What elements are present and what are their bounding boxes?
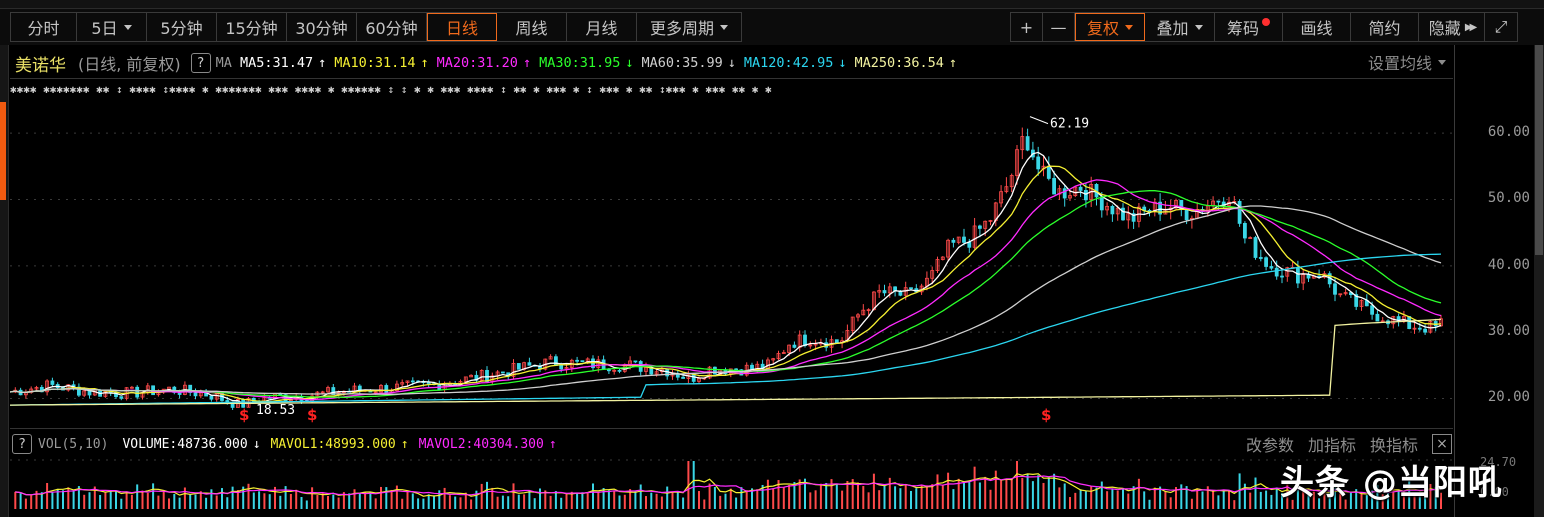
tab-period-5[interactable]: 60分钟 xyxy=(357,13,427,41)
button-label: 更多周期 xyxy=(649,19,714,38)
button-label: 30分钟 xyxy=(295,19,348,38)
button-label: — xyxy=(1050,17,1067,37)
button-label: ⤢ xyxy=(1494,17,1508,36)
button-label: 周线 xyxy=(515,19,548,38)
sidebar-accent xyxy=(0,102,6,200)
mavol2-value: MAVOL2:40304.300 ↑ xyxy=(418,436,557,452)
tab-period-7[interactable]: 周线 xyxy=(497,13,567,41)
volume-chart[interactable] xyxy=(10,455,1453,512)
button-label: 隐藏 xyxy=(1428,19,1461,38)
stock-subtitle: (日线, 前复权) xyxy=(78,55,181,74)
signal-markers: ✱✱✱✱ ✱✱✱✱✱✱✱ ✱✱ ↕ ✱✱✱✱ ↕✱✱✱✱ ✱ ✱✱✱✱✱✱✱ ✱… xyxy=(10,83,772,96)
stock-name: 美诺华 xyxy=(15,55,66,76)
volume-value: VOLUME:48736.000 ↓ xyxy=(122,436,261,452)
price-tick-label: 30.00 xyxy=(1487,323,1530,340)
watermark: 头条 @当阳吼 xyxy=(1280,463,1503,503)
price-tick-label: 20.00 xyxy=(1487,389,1530,406)
notification-dot-icon xyxy=(1262,18,1270,26)
chevron-down-icon xyxy=(720,25,728,30)
button-label: 日线 xyxy=(445,19,478,38)
divider xyxy=(10,78,1453,79)
chips-button[interactable]: 筹码 xyxy=(1215,13,1283,41)
ma-value-ma10: MA10:31.14 ↑ xyxy=(334,55,429,71)
vol-title: VOL(5,10) xyxy=(38,436,109,452)
ma-values: MA5:31.47 ↑ MA10:31.14 ↑ MA20:31.20 ↑ MA30:31.… xyxy=(232,55,957,71)
button-label: 简约 xyxy=(1368,19,1401,38)
tab-period-6[interactable]: 日线 xyxy=(427,13,497,41)
tab-period-9[interactable]: 更多周期 xyxy=(637,13,741,41)
chevron-down-icon xyxy=(1194,25,1203,30)
ma-value-ma20: MA20:31.20 ↑ xyxy=(436,55,532,71)
vol-help-button[interactable]: ? xyxy=(12,434,32,454)
svg-text:18.53: 18.53 xyxy=(256,403,295,418)
svg-text:$: $ xyxy=(307,406,317,424)
tab-period-8[interactable]: 月线 xyxy=(567,13,637,41)
zoom-out-button[interactable]: — xyxy=(1043,13,1075,41)
close-icon[interactable]: × xyxy=(1432,434,1452,454)
menu-strip xyxy=(0,0,1544,9)
hide-button[interactable]: 隐藏 ▶▶ xyxy=(1419,13,1485,41)
chart-tools: + — 复权 叠加 筹码 画线 简约 隐藏 ▶▶ ⤢ xyxy=(1010,12,1518,42)
button-label: 月线 xyxy=(585,19,618,38)
tab-period-3[interactable]: 15分钟 xyxy=(217,13,287,41)
price-tick-label: 60.00 xyxy=(1487,124,1530,141)
draw-line-button[interactable]: 画线 xyxy=(1283,13,1351,41)
ma-value-ma5: MA5:31.47 ↑ xyxy=(239,55,327,71)
fast-forward-icon: ▶▶ xyxy=(1464,21,1478,33)
vol-axis-max: 24.70 xyxy=(1480,455,1517,469)
right-scrollbar[interactable] xyxy=(1534,45,1544,517)
fullscreen-button[interactable]: ⤢ xyxy=(1485,13,1517,41)
indicator-actions: 改参数 加指标 换指标 × xyxy=(1246,433,1452,455)
adjust-button[interactable]: 复权 xyxy=(1075,13,1145,41)
ma-value-ma250: MA250:36.54 ↑ xyxy=(854,55,958,71)
tab-period-0[interactable]: 分时 xyxy=(11,13,77,41)
button-label: + xyxy=(1019,17,1034,37)
switch-indicator-button[interactable]: 换指标 xyxy=(1369,436,1418,455)
tab-period-2[interactable]: 5分钟 xyxy=(147,13,217,41)
button-label: 60分钟 xyxy=(365,19,418,38)
left-sidebar[interactable] xyxy=(0,45,9,517)
button-label: 分时 xyxy=(27,19,60,38)
volume-indicator-row: ? VOL(5,10) VOLUME:48736.000 ↓ MAVOL1:489… xyxy=(10,433,557,455)
candlestick-chart[interactable]: 62.19 18.53 $ $ $ xyxy=(10,100,1453,425)
ma-help-button[interactable]: ? xyxy=(190,53,211,73)
svg-text:62.19: 62.19 xyxy=(1050,117,1089,132)
overlay-button[interactable]: 叠加 xyxy=(1145,13,1215,41)
button-label: 画线 xyxy=(1300,19,1333,38)
stock-info-row: 美诺华 (日线, 前复权) ? MA MA5:31.47 ↑ MA10:31.14 ↑… xyxy=(10,50,1450,76)
price-tick-label: 40.00 xyxy=(1487,256,1530,273)
button-label: 5日 xyxy=(91,19,118,38)
tab-period-1[interactable]: 5日 xyxy=(77,13,147,41)
chevron-down-icon xyxy=(1438,60,1446,65)
period-tabs: 分时 5日 5分钟 15分钟 30分钟 60分钟 日线 周线 月线 更多周期 xyxy=(10,12,742,42)
svg-text:$: $ xyxy=(1041,406,1051,424)
button-label: 15分钟 xyxy=(225,19,278,38)
button-label: 5分钟 xyxy=(160,19,203,38)
set-ma-button[interactable]: 设置均线 xyxy=(1368,50,1446,74)
ma-value-ma120: MA120:42.95 ↓ xyxy=(743,55,847,71)
button-label: 复权 xyxy=(1086,19,1119,38)
price-axis: 60.00 50.00 40.00 30.00 20.00 xyxy=(1454,45,1532,517)
ma-value-ma30: MA30:31.95 ↓ xyxy=(539,55,634,71)
ma-value-ma60: MA60:35.99 ↓ xyxy=(641,55,736,71)
chevron-down-icon xyxy=(1125,25,1133,30)
chevron-down-icon xyxy=(123,25,132,30)
vol-axis-min: 0.00 xyxy=(1480,485,1509,499)
button-label: 叠加 xyxy=(1156,19,1189,38)
add-indicator-button[interactable]: 加指标 xyxy=(1307,436,1356,455)
svg-text:$: $ xyxy=(239,406,249,424)
price-tick-label: 50.00 xyxy=(1487,190,1530,207)
toolbar: 分时 5日 5分钟 15分钟 30分钟 60分钟 日线 周线 月线 更多周期 + — 复权 叠加 筹码 画线… xyxy=(0,9,1544,45)
set-ma-label: 设置均线 xyxy=(1367,54,1432,73)
divider xyxy=(10,428,1453,429)
ma-label: MA xyxy=(215,55,232,71)
zoom-in-button[interactable]: + xyxy=(1011,13,1043,41)
change-params-button[interactable]: 改参数 xyxy=(1245,436,1294,455)
simple-button[interactable]: 简约 xyxy=(1351,13,1419,41)
scrollbar-thumb[interactable] xyxy=(1535,45,1543,255)
tab-period-4[interactable]: 30分钟 xyxy=(287,13,357,41)
mavol1-value: MAVOL1:48993.000 ↑ xyxy=(270,436,409,452)
button-label: 筹码 xyxy=(1226,19,1259,38)
